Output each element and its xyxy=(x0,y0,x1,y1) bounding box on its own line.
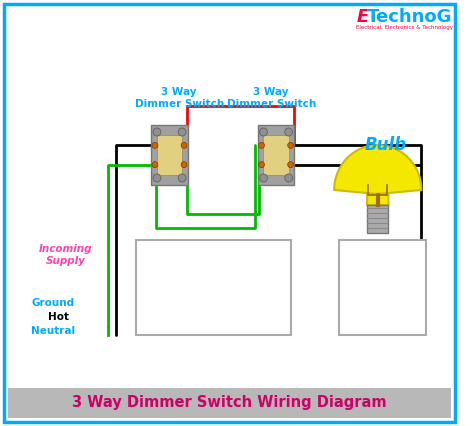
Text: Incoming
Supply: Incoming Supply xyxy=(39,244,92,266)
Text: Hot: Hot xyxy=(47,312,69,322)
Text: E: E xyxy=(356,8,369,26)
FancyBboxPatch shape xyxy=(264,135,289,175)
Text: 3 Way
Dimmer Switch: 3 Way Dimmer Switch xyxy=(135,87,224,109)
Text: 3 Way Dimmer Switch Wiring Diagram: 3 Way Dimmer Switch Wiring Diagram xyxy=(72,395,387,411)
Circle shape xyxy=(152,142,158,148)
Circle shape xyxy=(181,161,187,168)
Circle shape xyxy=(153,174,161,182)
FancyBboxPatch shape xyxy=(136,240,291,335)
Text: Bulb: Bulb xyxy=(365,136,407,154)
Circle shape xyxy=(181,142,187,148)
Text: Neutral: Neutral xyxy=(31,326,75,336)
Text: 3 Way
Dimmer Switch: 3 Way Dimmer Switch xyxy=(227,87,316,109)
Circle shape xyxy=(260,128,267,136)
Circle shape xyxy=(259,142,264,148)
FancyBboxPatch shape xyxy=(367,205,388,233)
Circle shape xyxy=(288,142,293,148)
FancyBboxPatch shape xyxy=(258,125,294,185)
FancyBboxPatch shape xyxy=(157,135,182,175)
Circle shape xyxy=(178,128,186,136)
Polygon shape xyxy=(334,145,421,205)
Text: Ground: Ground xyxy=(32,298,75,308)
Circle shape xyxy=(288,161,293,168)
Circle shape xyxy=(178,174,186,182)
Circle shape xyxy=(259,161,264,168)
Text: Electrical, Electronics & Technology: Electrical, Electronics & Technology xyxy=(356,25,454,29)
FancyBboxPatch shape xyxy=(151,125,188,185)
Circle shape xyxy=(285,128,292,136)
FancyBboxPatch shape xyxy=(8,388,451,418)
Circle shape xyxy=(285,174,292,182)
Text: TechnoG: TechnoG xyxy=(367,8,453,26)
Circle shape xyxy=(153,128,161,136)
Circle shape xyxy=(260,174,267,182)
FancyBboxPatch shape xyxy=(339,240,426,335)
Circle shape xyxy=(152,161,158,168)
